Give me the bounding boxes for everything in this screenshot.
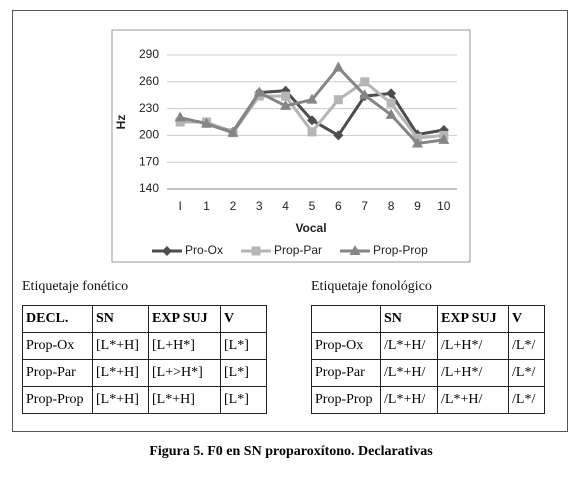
chart-box xyxy=(111,29,471,263)
y-tick-label: 200 xyxy=(139,128,159,142)
table-cell: [L+>H*] xyxy=(148,359,221,387)
table: DECL. SN EXP SUJ V Prop-Ox [L*+H] [L+H*] [L*] Pr… xyxy=(22,305,267,414)
marker xyxy=(175,117,185,127)
marker xyxy=(251,246,261,256)
table-row: DECL. SN EXP SUJ V xyxy=(22,305,267,333)
table-row: SN EXP SUJ V xyxy=(311,305,545,333)
x-tick-label: 1 xyxy=(203,199,210,213)
marker xyxy=(332,61,344,72)
table-cell: /L+H*/ xyxy=(437,332,509,360)
marker xyxy=(253,86,265,97)
marker xyxy=(349,245,361,255)
table-cell xyxy=(311,305,381,333)
table-cell: /L*+H/ xyxy=(380,332,438,360)
legend-label: Pro-Ox xyxy=(185,243,223,257)
marker xyxy=(411,137,423,148)
marker xyxy=(227,126,239,137)
marker xyxy=(386,88,397,99)
x-tick-label: 8 xyxy=(388,199,395,213)
chart: Hz Vocal 140 170 200 230 260 290 I 1 2 3 4 5 6 7 8 9 10 P… xyxy=(111,29,471,263)
table-cell: /L*/ xyxy=(508,332,545,360)
marker xyxy=(333,130,344,141)
table-cell: /L*/ xyxy=(508,359,545,387)
table-cell: Prop-Ox xyxy=(311,332,381,360)
marker xyxy=(386,98,396,108)
table-row: Prop-Par/L*+H//L+H*//L*/ xyxy=(311,359,545,387)
x-tick-label: 10 xyxy=(437,199,451,213)
table-cell: /L*+H/ xyxy=(380,386,438,414)
x-tick-label: 2 xyxy=(230,199,237,213)
table-cell: /L*+H/ xyxy=(437,386,509,414)
table-title: Etiquetaje fonológico xyxy=(311,279,432,294)
table-row: Prop-Par [L*+H] [L+>H*] [L*] xyxy=(22,359,267,387)
marker xyxy=(359,89,371,100)
table-cell: SN xyxy=(92,305,149,333)
figure-frame xyxy=(12,10,568,432)
table-cell: [L*+H] xyxy=(92,332,149,360)
marker xyxy=(307,115,317,126)
marker xyxy=(360,77,370,87)
y-tick-label: 290 xyxy=(139,47,159,61)
marker xyxy=(438,133,450,144)
marker xyxy=(280,99,292,110)
table-cell: [L*+H] xyxy=(92,386,149,414)
y-tick-label: 260 xyxy=(139,74,159,88)
marker xyxy=(307,127,317,137)
table-cell: DECL. xyxy=(22,305,93,333)
table-cell: EXP SUJ xyxy=(437,305,509,333)
y-axis-label: Hz xyxy=(114,115,128,130)
marker xyxy=(162,246,172,256)
marker xyxy=(201,117,213,128)
table-cell: /L+H*/ xyxy=(437,359,509,387)
table: SN EXP SUJ V Prop-Ox/L*+H//L+H*//L*/Prop-Pa… xyxy=(311,305,545,414)
table-cell: EXP SUJ xyxy=(148,305,221,333)
table-cell: Prop-Prop xyxy=(311,386,381,414)
table-cell: [L+H*] xyxy=(148,332,221,360)
table-cell: /L*+H/ xyxy=(380,359,438,387)
marker xyxy=(385,108,397,119)
y-tick-label: 170 xyxy=(139,154,159,168)
marker xyxy=(333,95,343,105)
x-tick-label: 9 xyxy=(414,199,421,213)
caption: Figura 5. F0 en SN proparoxítono. Declar… xyxy=(149,444,433,459)
table-cell: Prop-Par xyxy=(22,359,93,387)
x-tick-label: I xyxy=(179,199,182,213)
table-cell: Prop-Prop xyxy=(22,386,93,414)
table-title: Etiquetaje fonético xyxy=(22,279,129,294)
x-tick-label: 6 xyxy=(335,199,342,213)
table-cell: V xyxy=(220,305,267,333)
legend-label: Prop-Par xyxy=(274,243,322,257)
y-tick-label: 230 xyxy=(139,101,159,115)
x-axis-label: Vocal xyxy=(295,221,326,235)
table-cell: [L*] xyxy=(220,386,267,414)
x-tick-label: 4 xyxy=(282,199,289,213)
table-cell: [L*] xyxy=(220,359,267,387)
table-row: Prop-Prop [L*+H] [L*+H] [L*] xyxy=(22,386,267,414)
table-cell: SN xyxy=(380,305,438,333)
x-tick-label: 7 xyxy=(361,199,368,213)
x-tick-label: 5 xyxy=(309,199,316,213)
x-tick-label: 3 xyxy=(256,199,263,213)
table-cell: [L*+H] xyxy=(92,359,149,387)
marker xyxy=(281,91,291,101)
table-row: Prop-Prop/L*+H//L*+H//L*/ xyxy=(311,386,545,414)
table-cell: Prop-Ox xyxy=(22,332,93,360)
table-row: Prop-Ox [L*+H] [L+H*] [L*] xyxy=(22,332,267,360)
table-cell: V xyxy=(508,305,545,333)
table-cell: [L*] xyxy=(220,332,267,360)
table-cell: [L*+H] xyxy=(148,386,221,414)
legend-label: Prop-Prop xyxy=(373,243,428,257)
y-tick-label: 140 xyxy=(139,181,159,195)
table-cell: Prop-Par xyxy=(311,359,381,387)
table-cell: /L*/ xyxy=(508,386,545,414)
table-row: Prop-Ox/L*+H//L+H*//L*/ xyxy=(311,332,545,360)
marker xyxy=(174,111,186,122)
marker xyxy=(306,93,318,104)
